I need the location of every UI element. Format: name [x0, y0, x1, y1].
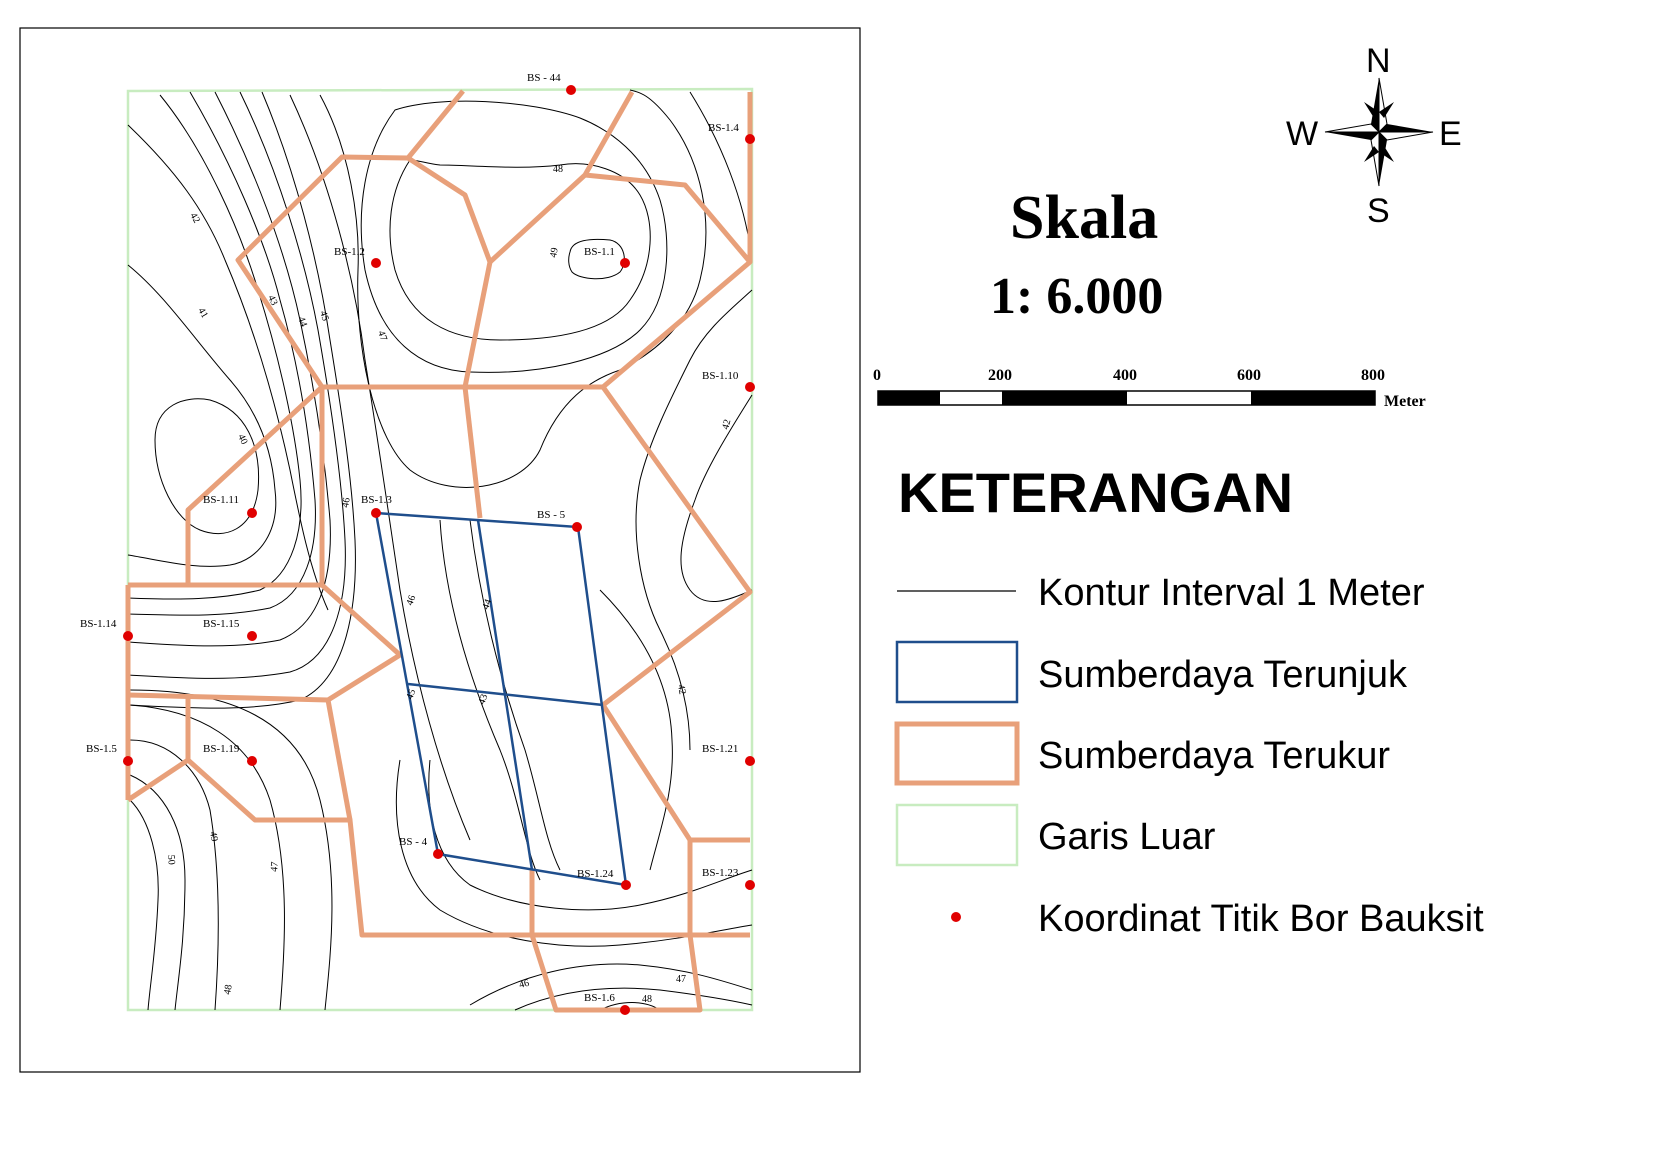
contour-label: 48	[642, 994, 652, 1005]
contour-label: 45	[404, 688, 418, 701]
svg-text:BS-1.10: BS-1.10	[702, 370, 739, 382]
compass-south: S	[1367, 192, 1390, 230]
legend-terunjuk-symbol	[895, 640, 1019, 704]
borehole[interactable]: BS-1.4	[708, 122, 755, 144]
svg-text:BS-1.19: BS-1.19	[203, 743, 240, 755]
contour-label: 46	[340, 497, 353, 509]
contour-label: 44	[480, 598, 494, 611]
legend-label: Garis Luar	[1038, 816, 1216, 858]
contour-label: 47	[375, 329, 389, 342]
svg-text:BS-1.6: BS-1.6	[584, 992, 615, 1004]
contour-label: 41	[195, 306, 210, 320]
contour-label: 49	[548, 247, 561, 259]
legend-item: Sumberdaya Terukur	[894, 721, 1390, 786]
svg-text:BS-1.5: BS-1.5	[86, 743, 117, 755]
svg-text:BS-1.24: BS-1.24	[577, 868, 614, 880]
contour-label: 43	[265, 294, 279, 308]
contour-label: 48	[222, 984, 235, 996]
borehole[interactable]: BS-1.11	[203, 494, 257, 518]
legend-label: Sumberdaya Terunjuk	[1038, 654, 1408, 696]
contour-label: 47	[269, 861, 281, 872]
scale-tick: 800	[1361, 367, 1385, 384]
scale-tick: 400	[1113, 367, 1137, 384]
svg-text:BS-1.2: BS-1.2	[334, 246, 365, 258]
svg-text:BS - 5: BS - 5	[537, 509, 566, 521]
legend-title: KETERANGAN	[898, 461, 1293, 524]
scale-tick: 600	[1237, 367, 1261, 384]
legend-item: Garis Luar	[895, 803, 1216, 867]
borehole[interactable]: BS-1.14	[80, 618, 133, 641]
compass-west: W	[1286, 115, 1318, 153]
terukur-polygons	[125, 89, 753, 1013]
borehole[interactable]: BS - 4	[399, 836, 443, 859]
contour-labels: 42 41 43 44 45 47 48 49 40 46 46 44 45 4…	[165, 164, 733, 1005]
svg-text:BS-1.3: BS-1.3	[361, 494, 392, 506]
svg-text:BS-1.11: BS-1.11	[203, 494, 239, 506]
svg-text:BS-1.1: BS-1.1	[584, 246, 615, 258]
legend-label: Kontur Interval 1 Meter	[1038, 572, 1425, 614]
borehole[interactable]: BS-1.3	[361, 494, 392, 518]
svg-text:BS - 4: BS - 4	[399, 836, 428, 848]
borehole[interactable]: BS-1.10	[702, 370, 755, 392]
contour-label: 49	[207, 831, 220, 843]
legend-item: Sumberdaya Terunjuk	[895, 640, 1408, 704]
borehole[interactable]: BS-1.15	[203, 618, 257, 641]
contour-label: 50	[165, 854, 177, 865]
contour-label: 47	[676, 974, 686, 985]
contour-label: 45	[317, 310, 331, 323]
legend-borehole-symbol	[951, 912, 961, 922]
borehole[interactable]: BS-1.5	[86, 743, 133, 766]
svg-text:BS-1.21: BS-1.21	[702, 743, 738, 755]
borehole[interactable]: BS-1.1	[584, 246, 630, 268]
borehole[interactable]: BS-1.21	[702, 743, 755, 766]
contour-label: 42	[187, 211, 202, 225]
compass-north: N	[1366, 42, 1391, 80]
legend-item: Kontur Interval 1 Meter	[897, 572, 1425, 614]
legend-item: Koordinat Titik Bor Bauksit	[951, 898, 1484, 940]
svg-text:BS-1.15: BS-1.15	[203, 618, 240, 630]
svg-text:BS - 44: BS - 44	[527, 72, 561, 84]
borehole[interactable]: BS - 5	[537, 509, 582, 532]
scale-ratio: 1: 6.000	[990, 268, 1163, 325]
borehole[interactable]: BS-1.23	[702, 867, 755, 890]
scale-tick: 200	[988, 367, 1012, 384]
compass-icon: N S W E	[1286, 42, 1462, 230]
contour-label: 42	[675, 684, 688, 696]
scale-unit: Meter	[1384, 393, 1426, 410]
legend-label: Koordinat Titik Bor Bauksit	[1038, 898, 1484, 940]
contour-label: 46	[404, 594, 418, 607]
legend-terukur-symbol	[894, 721, 1020, 786]
contour-label: 43	[476, 693, 490, 706]
borehole[interactable]: BS-1.19	[203, 743, 257, 766]
legend-garis-luar-symbol	[895, 803, 1019, 867]
borehole[interactable]: BS-1.6	[584, 992, 630, 1015]
contour-label: 40	[235, 433, 249, 447]
borehole[interactable]: BS - 44	[527, 72, 576, 95]
svg-text:BS-1.4: BS-1.4	[708, 122, 739, 134]
scale-title: Skala	[1010, 184, 1158, 252]
legend-label: Sumberdaya Terukur	[1038, 735, 1390, 777]
borehole[interactable]: BS-1.24	[577, 868, 631, 890]
boreholes: BS - 44 BS-1.4 BS-1.2 BS-1.1 BS-1.10 BS-…	[80, 72, 755, 1015]
contour-label: 46	[518, 978, 531, 991]
contour-label: 44	[295, 315, 309, 328]
map-body: 42 41 43 44 45 47 48 49 40 46 46 44 45 4…	[80, 72, 755, 1015]
borehole[interactable]: BS-1.2	[334, 246, 381, 268]
contour-label: 42	[720, 418, 733, 431]
compass-east: E	[1439, 115, 1462, 153]
scale-tick: 0	[873, 367, 881, 384]
legend: KETERANGAN Kontur Interval 1 Meter Sumbe…	[894, 461, 1484, 940]
svg-text:BS-1.14: BS-1.14	[80, 618, 117, 630]
contour-label: 48	[553, 164, 563, 175]
svg-text:BS-1.23: BS-1.23	[702, 867, 739, 879]
scale-bar: 0 200 400 600 800 Meter	[873, 367, 1426, 410]
scale-block: Skala 1: 6.000 0 200 400 600 800 Meter	[873, 184, 1426, 410]
